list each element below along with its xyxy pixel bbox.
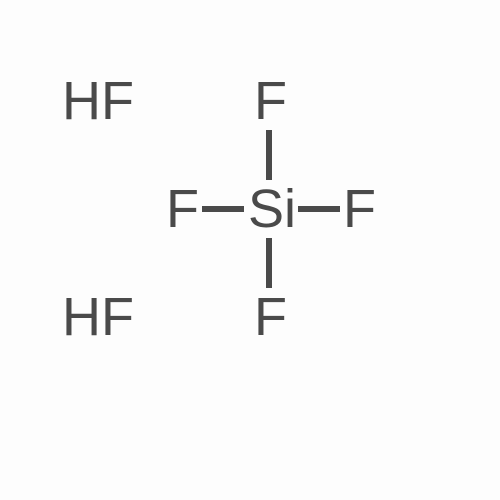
atom-f-left: F xyxy=(166,182,199,236)
atom-hf-top: HF xyxy=(62,74,134,128)
bond-top xyxy=(266,130,272,180)
bond-left xyxy=(202,206,244,212)
atom-f-right: F xyxy=(343,182,376,236)
atom-f-bottom: F xyxy=(254,290,287,344)
atom-f-top: F xyxy=(254,74,287,128)
bond-right xyxy=(298,206,340,212)
atom-hf-bottom: HF xyxy=(62,290,134,344)
bond-bottom xyxy=(266,238,272,288)
atom-si-center: Si xyxy=(248,182,296,236)
